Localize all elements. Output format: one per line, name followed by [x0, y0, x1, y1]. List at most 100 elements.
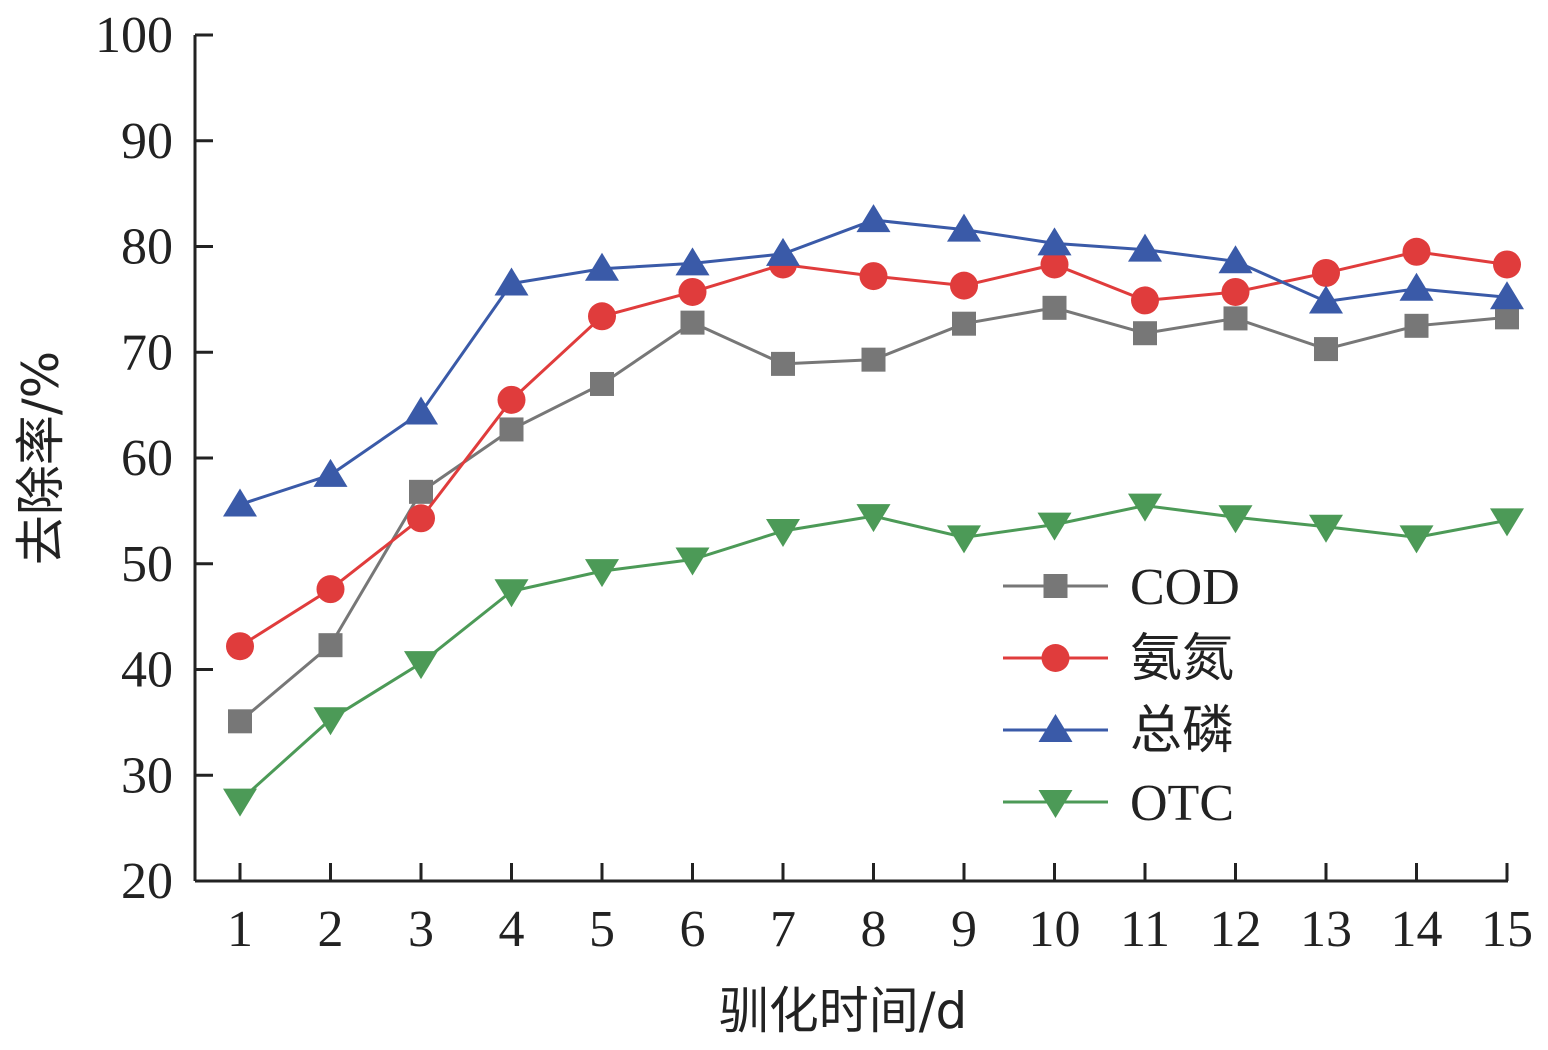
data-point	[407, 504, 435, 533]
legend-item: 总磷	[1003, 703, 1234, 760]
y-tick-label: 100	[95, 7, 173, 64]
data-point	[404, 396, 438, 425]
data-point	[228, 709, 252, 734]
data-point	[494, 267, 529, 296]
data-point	[856, 204, 891, 233]
legend-item: 氨氮	[1003, 631, 1234, 688]
legend-label: COD	[1130, 559, 1240, 616]
y-ticks: 20 30 40 50 60 70 80 90 100	[95, 7, 213, 910]
x-tick-label: 5	[589, 901, 615, 958]
data-point	[499, 417, 524, 442]
data-point	[1495, 305, 1519, 330]
legend-marker	[1041, 644, 1070, 672]
data-point	[590, 371, 614, 396]
y-tick-label: 20	[121, 853, 173, 910]
y-tick-label: 60	[121, 430, 173, 487]
y-tick-label: 40	[121, 642, 173, 699]
data-point	[1493, 250, 1521, 279]
data-point	[409, 479, 433, 504]
data-point	[1309, 285, 1343, 314]
x-tick-label: 3	[408, 901, 434, 958]
x-tick-label: 4	[499, 901, 525, 958]
x-tick-label: 7	[770, 901, 796, 958]
data-point	[1404, 313, 1429, 338]
x-tick-label: 14	[1391, 901, 1443, 958]
data-point	[585, 252, 619, 281]
data-point	[1399, 525, 1434, 554]
data-point	[675, 247, 710, 276]
series-layer	[223, 204, 1524, 817]
data-point	[766, 237, 800, 266]
data-point	[1402, 237, 1431, 266]
series-4	[223, 493, 1524, 817]
series-3	[223, 204, 1524, 517]
x-tick-label: 12	[1210, 901, 1262, 958]
axes	[193, 35, 1508, 883]
x-axis-title: 驯化时间/d	[719, 982, 968, 1040]
x-tick-label: 2	[318, 901, 344, 958]
data-point	[223, 488, 257, 517]
x-tick-label: 15	[1481, 901, 1533, 958]
x-tick-label: 8	[861, 901, 887, 958]
x-tick-label: 1	[227, 901, 253, 958]
data-point	[316, 575, 345, 604]
data-point	[494, 579, 529, 608]
x-tick-label: 6	[680, 901, 706, 958]
legend-item: COD	[1003, 559, 1240, 616]
data-point	[1037, 227, 1072, 256]
legend-item: OTC	[1003, 775, 1234, 832]
data-point	[1312, 258, 1340, 287]
legend-label: 氨氮	[1130, 631, 1234, 688]
data-point	[771, 351, 795, 376]
data-point	[223, 788, 257, 817]
legend-marker	[1038, 714, 1073, 742]
data-point	[1223, 306, 1248, 331]
data-point	[1490, 508, 1524, 537]
data-point	[1221, 277, 1250, 306]
data-point	[585, 559, 619, 588]
legend-marker	[1038, 790, 1073, 818]
data-point	[318, 633, 343, 658]
data-point	[1399, 272, 1434, 301]
data-point	[404, 651, 438, 680]
data-point	[1314, 337, 1338, 362]
legend-label: OTC	[1130, 775, 1234, 832]
data-point	[1037, 512, 1072, 541]
x-tick-label: 11	[1120, 901, 1170, 958]
data-point	[1218, 245, 1253, 274]
series-2	[226, 237, 1521, 661]
data-point	[947, 525, 981, 554]
x-tick-label: 9	[951, 901, 977, 958]
data-point	[1133, 321, 1157, 346]
series-1	[228, 295, 1519, 734]
data-point	[947, 213, 981, 242]
x-tick-label: 13	[1300, 901, 1352, 958]
data-point	[766, 518, 800, 547]
legend-marker	[1043, 574, 1068, 598]
data-point	[1131, 286, 1159, 315]
data-point	[952, 311, 976, 336]
data-point	[680, 310, 705, 335]
data-point	[588, 302, 616, 331]
data-point	[675, 547, 710, 576]
data-point	[1490, 281, 1524, 310]
data-point	[1309, 514, 1343, 543]
x-tick-label: 10	[1029, 901, 1081, 958]
data-point	[1040, 250, 1069, 279]
x-ticks: 1 2 3 4 5 6 7 8 9 10 11 12 13 14 15	[227, 863, 1533, 958]
data-point	[1218, 505, 1253, 534]
data-point	[950, 271, 978, 300]
data-point	[313, 707, 348, 736]
data-point	[497, 385, 526, 414]
data-point	[1128, 493, 1162, 522]
y-tick-label: 50	[121, 536, 173, 593]
data-point	[1042, 295, 1067, 320]
y-axis-title: 去除率/%	[12, 351, 70, 565]
data-point	[1128, 233, 1162, 262]
data-point	[678, 277, 707, 306]
y-tick-label: 30	[121, 747, 173, 804]
legend-label: 总磷	[1130, 703, 1234, 760]
data-point	[226, 632, 254, 661]
